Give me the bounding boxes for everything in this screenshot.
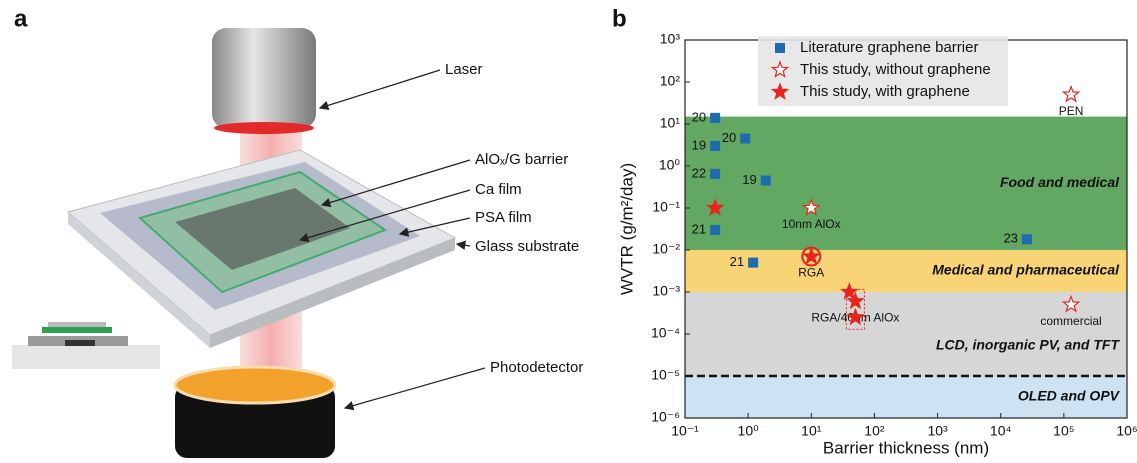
point-label: 10nm AlOx [782, 217, 841, 231]
point-label: 19 [742, 172, 756, 187]
y-tick-label: 10² [660, 73, 681, 89]
legend-label: Literature graphene barrier [800, 39, 978, 56]
point [740, 134, 750, 144]
point [710, 169, 720, 179]
x-tick-label: 10³ [927, 423, 948, 439]
legend-label: This study, with graphene [800, 83, 970, 100]
point-label: 22 [692, 165, 706, 180]
x-tick-label: 10² [864, 423, 885, 439]
point-label: commercial [1040, 314, 1101, 328]
band-label: Medical and pharmaceutical [932, 262, 1120, 278]
point [710, 141, 720, 151]
point [1063, 87, 1078, 102]
point-label: 21 [730, 254, 744, 269]
panel-letter: a [14, 5, 28, 32]
y-tick-label: 10⁰ [659, 157, 681, 173]
y-tick-label: 10¹ [660, 115, 681, 131]
part-label: Photodetector [490, 359, 583, 376]
y-tick-label: 10⁻¹ [652, 199, 680, 215]
x-tick-label: 10⁵ [1053, 423, 1074, 439]
panel-letter: b [612, 5, 627, 32]
x-axis-title: Barrier thickness (nm) [823, 438, 989, 457]
part-label: Glass substrate [475, 238, 579, 255]
y-tick-label: 10⁻⁵ [651, 367, 680, 383]
x-tick-label: 10⁶ [1116, 423, 1137, 439]
point [1022, 234, 1032, 244]
x-tick-label: 10¹ [801, 423, 822, 439]
x-tick-label: 10⁻¹ [671, 423, 699, 439]
figure: a Laser AlOₓ/G barrier Ca film PSA film … [0, 0, 1137, 458]
x-tick-label: 10⁴ [990, 423, 1012, 439]
part-label: AlOₓ/G barrier [475, 151, 568, 168]
y-tick-label: 10⁻² [652, 241, 680, 257]
legend-marker [775, 43, 785, 53]
part-label: Laser [445, 61, 483, 78]
point-label: 21 [692, 221, 706, 236]
point-label: 20 [692, 109, 706, 124]
band-label: LCD, inorganic PV, and TFT [936, 337, 1121, 353]
band-label: OLED and OPV [1018, 388, 1121, 404]
y-tick-label: 10⁻³ [652, 283, 680, 299]
point [748, 258, 758, 268]
point-label: RGA [798, 266, 824, 280]
y-tick-label: 10³ [660, 31, 681, 47]
point [710, 113, 720, 123]
x-tick-label: 10⁰ [738, 423, 760, 439]
band-label: Food and medical [1000, 174, 1120, 190]
point [710, 225, 720, 235]
y-tick-label: 10⁻⁶ [651, 409, 680, 425]
part-label: PSA film [475, 209, 532, 226]
y-tick-label: 10⁻⁴ [651, 325, 680, 341]
part-label: Ca film [475, 181, 522, 198]
setup-drawing [12, 28, 485, 458]
y-axis-title: WVTR (g/m²/day) [617, 163, 636, 295]
point-label: 23 [1003, 231, 1017, 246]
point-label: PEN [1059, 104, 1084, 118]
legend-label: This study, without graphene [800, 61, 991, 78]
point-label: 19 [692, 137, 706, 152]
point [761, 176, 771, 186]
point-label: 20 [722, 130, 736, 145]
band [685, 292, 1127, 376]
